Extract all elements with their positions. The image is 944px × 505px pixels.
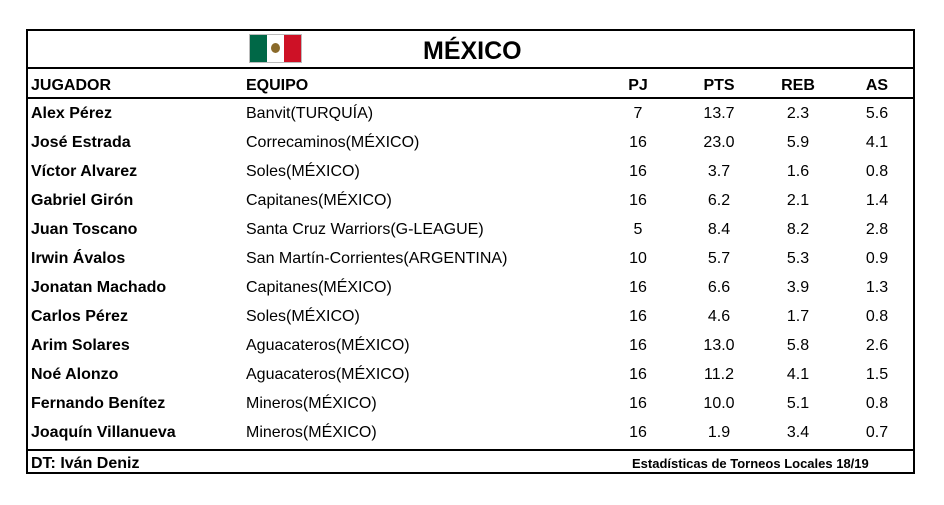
player-team: Capitanes(MÉXICO) [246,279,392,296]
player-reb: 1.7 [786,308,810,325]
player-name: Joaquín Villanueva [31,424,176,441]
player-as: 1.5 [865,366,889,383]
header-reb: REB [781,77,815,94]
player-team: Banvit(TURQUÍA) [246,105,374,122]
player-pj: 16 [629,279,647,296]
player-team: Soles(MÉXICO) [246,308,360,325]
player-pj: 10 [629,250,647,267]
player-pj: 16 [629,424,647,441]
player-as: 2.6 [865,337,889,354]
header-player: JUGADOR [31,77,112,94]
player-pj: 16 [629,395,647,412]
player-as: 1.4 [865,192,889,209]
player-as: 1.3 [865,279,889,296]
player-pts: 1.9 [707,424,731,441]
player-team: Capitanes(MÉXICO) [246,192,392,209]
player-name: Jonatan Machado [31,279,167,296]
player-team: Santa Cruz Warriors(G-LEAGUE) [246,221,484,238]
player-name: Carlos Pérez [31,308,128,325]
stats-note: Estadísticas de Torneos Locales 18/19 [632,456,869,471]
player-pts: 11.2 [704,366,734,383]
player-team: San Martín-Corrientes(ARGENTINA) [246,250,508,267]
player-pts: 6.2 [707,192,731,209]
header-pj: PJ [628,77,648,94]
player-pj: 16 [629,337,647,354]
player-team: Correcaminos(MÉXICO) [246,134,420,151]
mexico-flag-icon [250,35,301,62]
player-as: 2.8 [865,221,889,238]
player-pj: 5 [633,221,643,238]
flag-green-stripe [250,35,267,62]
player-pts: 4.6 [707,308,731,325]
player-name: Noé Alonzo [31,366,119,383]
title-divider [28,67,913,69]
player-reb: 3.9 [786,279,810,296]
player-reb: 5.3 [786,250,810,267]
player-as: 5.6 [865,105,889,122]
player-name: Juan Toscano [31,221,138,238]
player-name: Gabriel Girón [31,192,134,209]
header-as: AS [865,77,889,94]
player-name: Víctor Alvarez [31,163,138,180]
player-as: 0.9 [865,250,889,267]
player-pj: 16 [629,308,647,325]
player-team: Mineros(MÉXICO) [246,424,377,441]
header-divider [28,97,913,99]
player-reb: 5.1 [786,395,810,412]
player-pts: 5.7 [707,250,731,267]
player-team: Mineros(MÉXICO) [246,395,377,412]
player-pj: 7 [633,105,643,122]
player-pts: 13.0 [703,337,735,354]
player-team: Aguacateros(MÉXICO) [246,366,410,383]
player-name: Fernando Benítez [31,395,166,412]
flag-red-stripe [284,35,301,62]
player-reb: 4.1 [786,366,810,383]
table-title: MÉXICO [423,37,522,65]
player-reb: 8.2 [786,221,810,238]
player-pts: 6.6 [707,279,731,296]
player-team: Soles(MÉXICO) [246,163,360,180]
player-name: Arim Solares [31,337,130,354]
player-pj: 16 [629,366,647,383]
player-reb: 3.4 [786,424,810,441]
coach-label: DT: Iván Deniz [31,455,140,472]
player-reb: 2.3 [786,105,810,122]
player-as: 0.7 [865,424,889,441]
player-reb: 1.6 [786,163,810,180]
player-pts: 13.7 [703,105,735,122]
player-pj: 16 [629,134,647,151]
player-reb: 5.9 [786,134,810,151]
roster-table: MÉXICO JUGADOR EQUIPO PJ PTS REB AS Alex… [26,29,915,474]
player-pj: 16 [629,192,647,209]
player-name: Alex Pérez [31,105,112,122]
header-pts: PTS [703,77,735,94]
flag-emblem-icon [271,43,280,53]
player-pts: 23.0 [703,134,735,151]
player-pts: 8.4 [707,221,731,238]
player-as: 0.8 [865,395,889,412]
player-as: 0.8 [865,163,889,180]
player-pts: 3.7 [707,163,731,180]
header-team: EQUIPO [246,77,309,94]
player-as: 4.1 [865,134,889,151]
player-name: José Estrada [31,134,131,151]
player-team: Aguacateros(MÉXICO) [246,337,410,354]
footer-divider [28,449,913,451]
player-as: 0.8 [865,308,889,325]
player-pts: 10.0 [703,395,735,412]
player-reb: 5.8 [786,337,810,354]
flag-white-stripe [267,35,284,62]
player-name: Irwin Ávalos [31,250,126,267]
player-reb: 2.1 [786,192,810,209]
player-pj: 16 [629,163,647,180]
